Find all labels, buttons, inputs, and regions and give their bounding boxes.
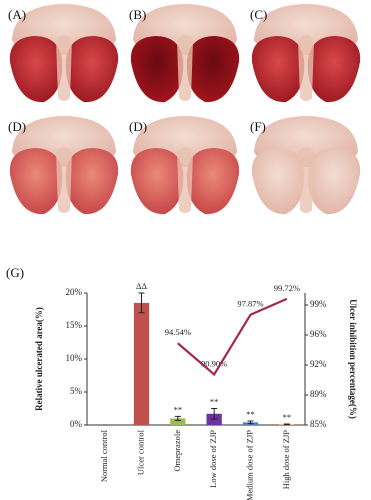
- y2-tick-label: 92%: [310, 359, 327, 369]
- y-tick-label: 20%: [66, 287, 83, 297]
- data-label: 94.54%: [165, 327, 191, 337]
- stomach-center: [56, 147, 72, 213]
- y-axis-label: Relative ulcerated area(%): [34, 307, 44, 411]
- bar: [170, 418, 186, 425]
- stomach-lobe: [186, 148, 240, 215]
- panel-label: (B): [129, 7, 146, 22]
- stomach-center: [177, 147, 193, 213]
- stomach-lobe: [251, 148, 305, 215]
- significance: ΔΔ: [136, 281, 147, 291]
- stomach-center: [56, 35, 72, 101]
- stomach-photo: (C): [250, 4, 361, 103]
- stomach-photo: (D): [129, 116, 240, 215]
- y-tick-label: 15%: [66, 320, 83, 330]
- panel-label: (F): [250, 119, 266, 134]
- stomach-lobe: [186, 36, 240, 103]
- y-tick-label: 5%: [70, 386, 83, 396]
- stomach-lobe: [9, 148, 63, 215]
- stomach-lobe: [251, 36, 305, 103]
- stomach-lobe: [307, 148, 361, 215]
- stomach-photo: (F): [250, 116, 361, 215]
- significance: **: [283, 412, 292, 422]
- stomach-photo: (A): [8, 4, 119, 103]
- stomach-center: [298, 35, 314, 101]
- stomach-photo: (D): [8, 116, 119, 215]
- panel-label: (D): [129, 119, 147, 134]
- x-tick-label: Low dose of ZJP: [208, 430, 218, 488]
- x-tick-label: Medium dose of ZJP: [244, 430, 254, 500]
- stomach-photo: (B): [129, 4, 240, 103]
- panel-label: (D): [8, 119, 26, 134]
- panel-label: (G): [6, 265, 24, 280]
- panel-label: (A): [8, 7, 26, 22]
- stomach-lobe: [65, 36, 119, 103]
- error-bar: [138, 292, 145, 314]
- y2-tick-label: 99%: [310, 299, 327, 309]
- x-tick-label: High dose of ZJP: [281, 430, 291, 490]
- data-label: 90.90%: [201, 358, 227, 368]
- error-bar: [211, 408, 218, 420]
- stomach-lobe: [307, 36, 361, 103]
- x-tick-label: Normal control: [99, 429, 109, 482]
- panel-label: (C): [250, 7, 267, 22]
- data-label: 99.72%: [274, 283, 300, 293]
- photo-grid: (A) (B) (C) (D) (D) (F): [8, 4, 361, 215]
- data-label: 97.87%: [237, 299, 263, 309]
- stomach-center: [177, 35, 193, 101]
- y-tick-label: 0%: [70, 419, 83, 429]
- stomach-lobe: [130, 148, 184, 215]
- line: [177, 297, 288, 377]
- x-tick-label: Omeprazole: [172, 430, 182, 472]
- error-bar: [174, 415, 181, 421]
- significance: **: [174, 404, 183, 414]
- stomach-lobe: [9, 36, 63, 103]
- stomach-center: [298, 147, 314, 213]
- y2-tick-label: 85%: [310, 419, 327, 429]
- y-tick-label: 10%: [66, 353, 83, 363]
- bar: [133, 302, 150, 425]
- error-bar: [283, 423, 290, 426]
- y2-tick-label: 96%: [310, 329, 327, 339]
- significance: **: [246, 409, 255, 419]
- y2-tick-label: 89%: [310, 389, 327, 399]
- significance: **: [210, 396, 219, 406]
- stomach-lobe: [65, 148, 119, 215]
- x-tick-label: Ulcer control: [135, 429, 145, 475]
- y2-axis-label: Ulcer inhibition percentage(%): [348, 299, 358, 419]
- stomach-lobe: [130, 36, 184, 103]
- error-bar: [247, 420, 254, 425]
- chart: 0% 5% 10% 15% 20% 85% 89% 92% 96% 99% Relative ulc…: [34, 281, 358, 500]
